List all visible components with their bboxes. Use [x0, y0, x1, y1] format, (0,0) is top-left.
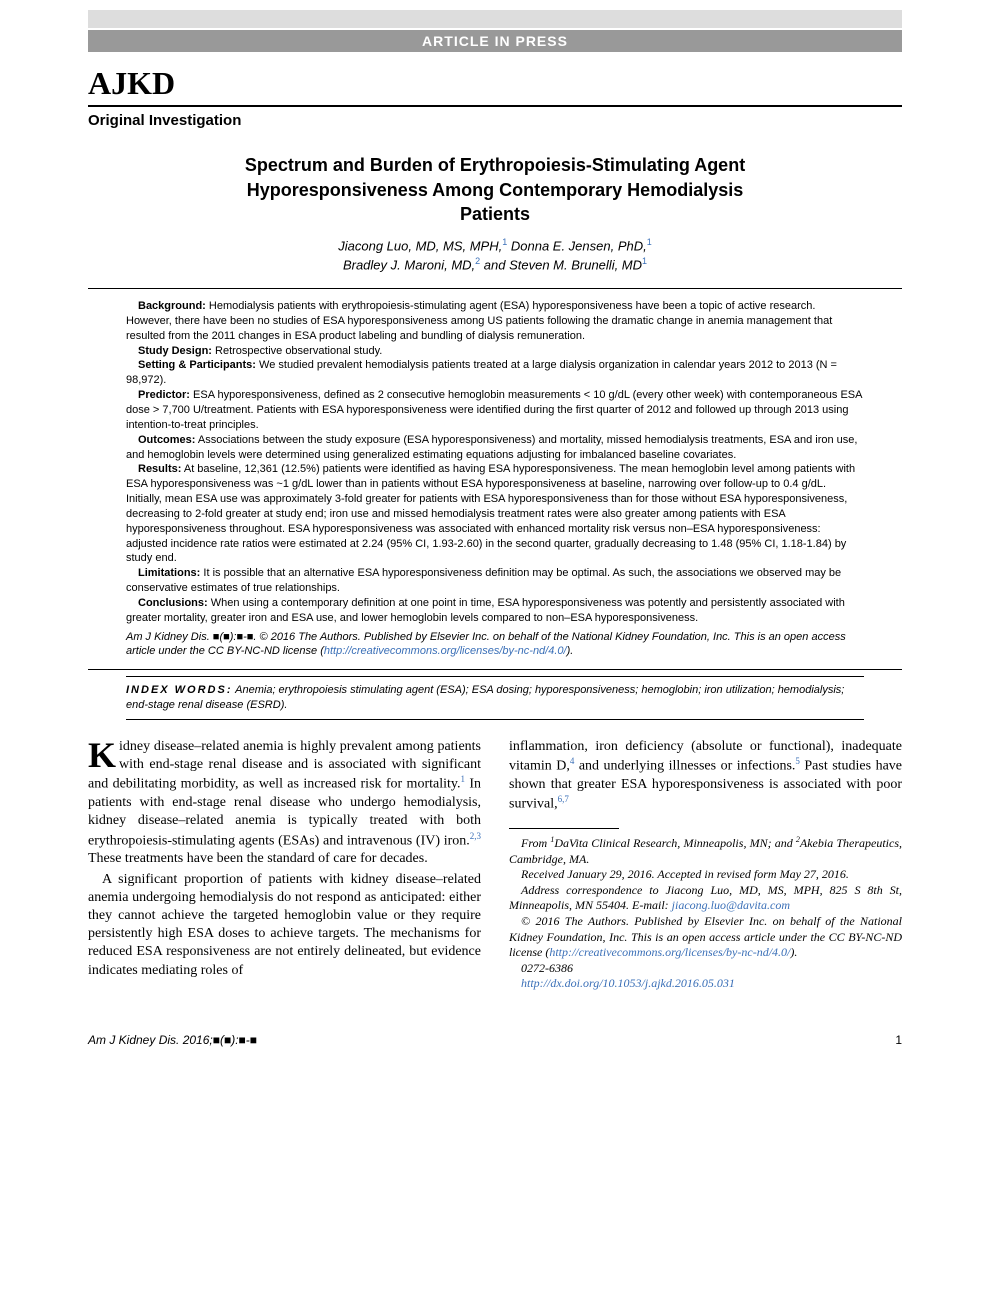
abs-conclusions-text: When using a contemporary definition at …	[126, 597, 845, 624]
author-affil-sup: 1	[647, 237, 652, 247]
index-words-label: INDEX WORDS:	[126, 684, 233, 696]
abs-design-text: Retrospective observational study.	[212, 345, 382, 357]
abs-results-label: Results:	[138, 463, 181, 475]
received-text: Received January 29, 2016. Accepted in r…	[509, 867, 902, 883]
authors-block: Jiacong Luo, MD, MS, MPH, 1 Donna E. Jens…	[88, 236, 902, 274]
abs-outcomes-text: Associations between the study exposure …	[126, 434, 857, 461]
doi-link[interactable]: http://dx.doi.org/10.1053/j.ajkd.2016.05…	[521, 976, 735, 990]
abs-background-text: Hemodialysis patients with erythropoiesi…	[126, 300, 832, 342]
abs-citation-close: ).	[567, 645, 574, 657]
footer-citation: Am J Kidney Dis. 2016;■(■):■-■	[88, 1032, 257, 1048]
page-footer: Am J Kidney Dis. 2016;■(■):■-■ 1	[0, 1032, 990, 1062]
body-text: These treatments have been the standard …	[88, 851, 428, 866]
top-grey-bar	[88, 10, 902, 28]
author-affil-sup: 1	[642, 256, 647, 266]
body-text: and underlying illnesses or infections.	[574, 759, 795, 774]
affiliation-block: From 1DaVita Clinical Research, Minneapo…	[509, 835, 902, 992]
author-text: Bradley J. Maroni, MD,	[343, 258, 475, 273]
journal-logo: AJKD	[88, 62, 902, 107]
body-text: A significant proportion of patients wit…	[88, 871, 481, 980]
index-words-box: INDEX WORDS: Anemia; erythropoiesis stim…	[126, 676, 864, 720]
body-text: idney disease–related anemia is highly p…	[88, 739, 481, 792]
abs-results-text: At baseline, 12,361 (12.5%) patients wer…	[126, 463, 855, 564]
abs-design-label: Study Design:	[138, 345, 212, 357]
page-content: AJKD Original Investigation Spectrum and…	[0, 62, 990, 992]
author-text: Jiacong Luo, MD, MS, MPH,	[338, 239, 502, 254]
index-words-text: Anemia; erythropoiesis stimulating agent…	[126, 684, 844, 711]
abs-predictor-text: ESA hyporesponsiveness, defined as 2 con…	[126, 389, 862, 431]
abs-predictor-label: Predictor:	[138, 389, 190, 401]
section-label: Original Investigation	[88, 111, 902, 131]
body-columns: Kidney disease–related anemia is highly …	[88, 738, 902, 992]
issn-text: 0272-6386	[509, 961, 902, 977]
ref-sup[interactable]: 6,7	[558, 794, 569, 804]
abs-conclusions-label: Conclusions:	[138, 597, 208, 609]
abs-limitations-text: It is possible that an alternative ESA h…	[126, 567, 841, 594]
article-title: Spectrum and Burden of Erythropoiesis-St…	[215, 153, 775, 226]
author-text: and Steven M. Brunelli, MD	[480, 258, 642, 273]
cc-license-link[interactable]: http://creativecommons.org/licenses/by-n…	[324, 645, 567, 657]
ref-sup[interactable]: 2,3	[470, 831, 481, 841]
author-text: Donna E. Jensen, PhD,	[507, 239, 646, 254]
affil-text: DaVita Clinical Research, Minneapolis, M…	[554, 836, 796, 850]
abs-outcomes-label: Outcomes:	[138, 434, 195, 446]
affiliation-separator	[509, 828, 619, 829]
page-number: 1	[895, 1032, 902, 1048]
dropcap: K	[88, 738, 119, 770]
article-in-press-bar: ARTICLE IN PRESS	[88, 30, 902, 52]
left-column: Kidney disease–related anemia is highly …	[88, 738, 481, 992]
right-column: inflammation, iron deficiency (absolute …	[509, 738, 902, 992]
abstract-box: Background: Hemodialysis patients with e…	[88, 288, 902, 670]
abs-background-label: Background:	[138, 300, 206, 312]
correspondence-email-link[interactable]: jiacong.luo@davita.com	[672, 898, 790, 912]
cc-license-link[interactable]: http://creativecommons.org/licenses/by-n…	[549, 945, 790, 959]
copyright-close: ).	[790, 945, 797, 959]
affil-from: From	[521, 836, 550, 850]
abs-setting-label: Setting & Participants:	[138, 359, 256, 371]
abs-limitations-label: Limitations:	[138, 567, 200, 579]
